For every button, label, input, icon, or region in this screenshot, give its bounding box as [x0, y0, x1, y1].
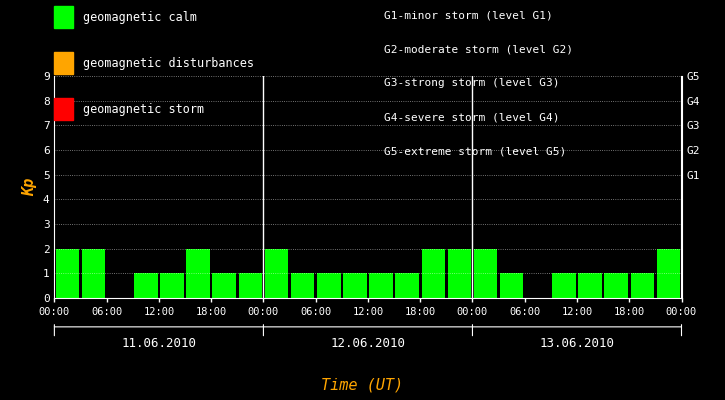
Bar [82, 249, 105, 298]
Bar [421, 249, 445, 298]
Text: G1-minor storm (level G1): G1-minor storm (level G1) [384, 10, 553, 20]
Bar [160, 273, 183, 298]
Bar [343, 273, 367, 298]
Text: G4-severe storm (level G4): G4-severe storm (level G4) [384, 112, 560, 122]
Bar [291, 273, 315, 298]
Bar [631, 273, 654, 298]
Bar [447, 249, 471, 298]
Bar [369, 273, 393, 298]
Bar [552, 273, 576, 298]
Bar [212, 273, 236, 298]
Bar [395, 273, 419, 298]
Text: G3-strong storm (level G3): G3-strong storm (level G3) [384, 78, 560, 88]
Y-axis label: Kp: Kp [22, 178, 37, 196]
Text: geomagnetic calm: geomagnetic calm [83, 10, 197, 24]
Bar [605, 273, 628, 298]
Text: geomagnetic storm: geomagnetic storm [83, 102, 204, 116]
Text: 13.06.2010: 13.06.2010 [539, 338, 615, 350]
Text: G5-extreme storm (level G5): G5-extreme storm (level G5) [384, 146, 566, 156]
Bar [473, 249, 497, 298]
Bar [579, 273, 602, 298]
Bar [265, 249, 289, 298]
Bar [500, 273, 523, 298]
Bar [186, 249, 210, 298]
Text: G2-moderate storm (level G2): G2-moderate storm (level G2) [384, 44, 573, 54]
Text: 11.06.2010: 11.06.2010 [121, 338, 196, 350]
Text: geomagnetic disturbances: geomagnetic disturbances [83, 56, 254, 70]
Bar [317, 273, 341, 298]
Bar [657, 249, 680, 298]
Bar [56, 249, 79, 298]
Bar [239, 273, 262, 298]
Text: Time (UT): Time (UT) [321, 377, 404, 392]
Bar [134, 273, 157, 298]
Text: 12.06.2010: 12.06.2010 [331, 338, 405, 350]
